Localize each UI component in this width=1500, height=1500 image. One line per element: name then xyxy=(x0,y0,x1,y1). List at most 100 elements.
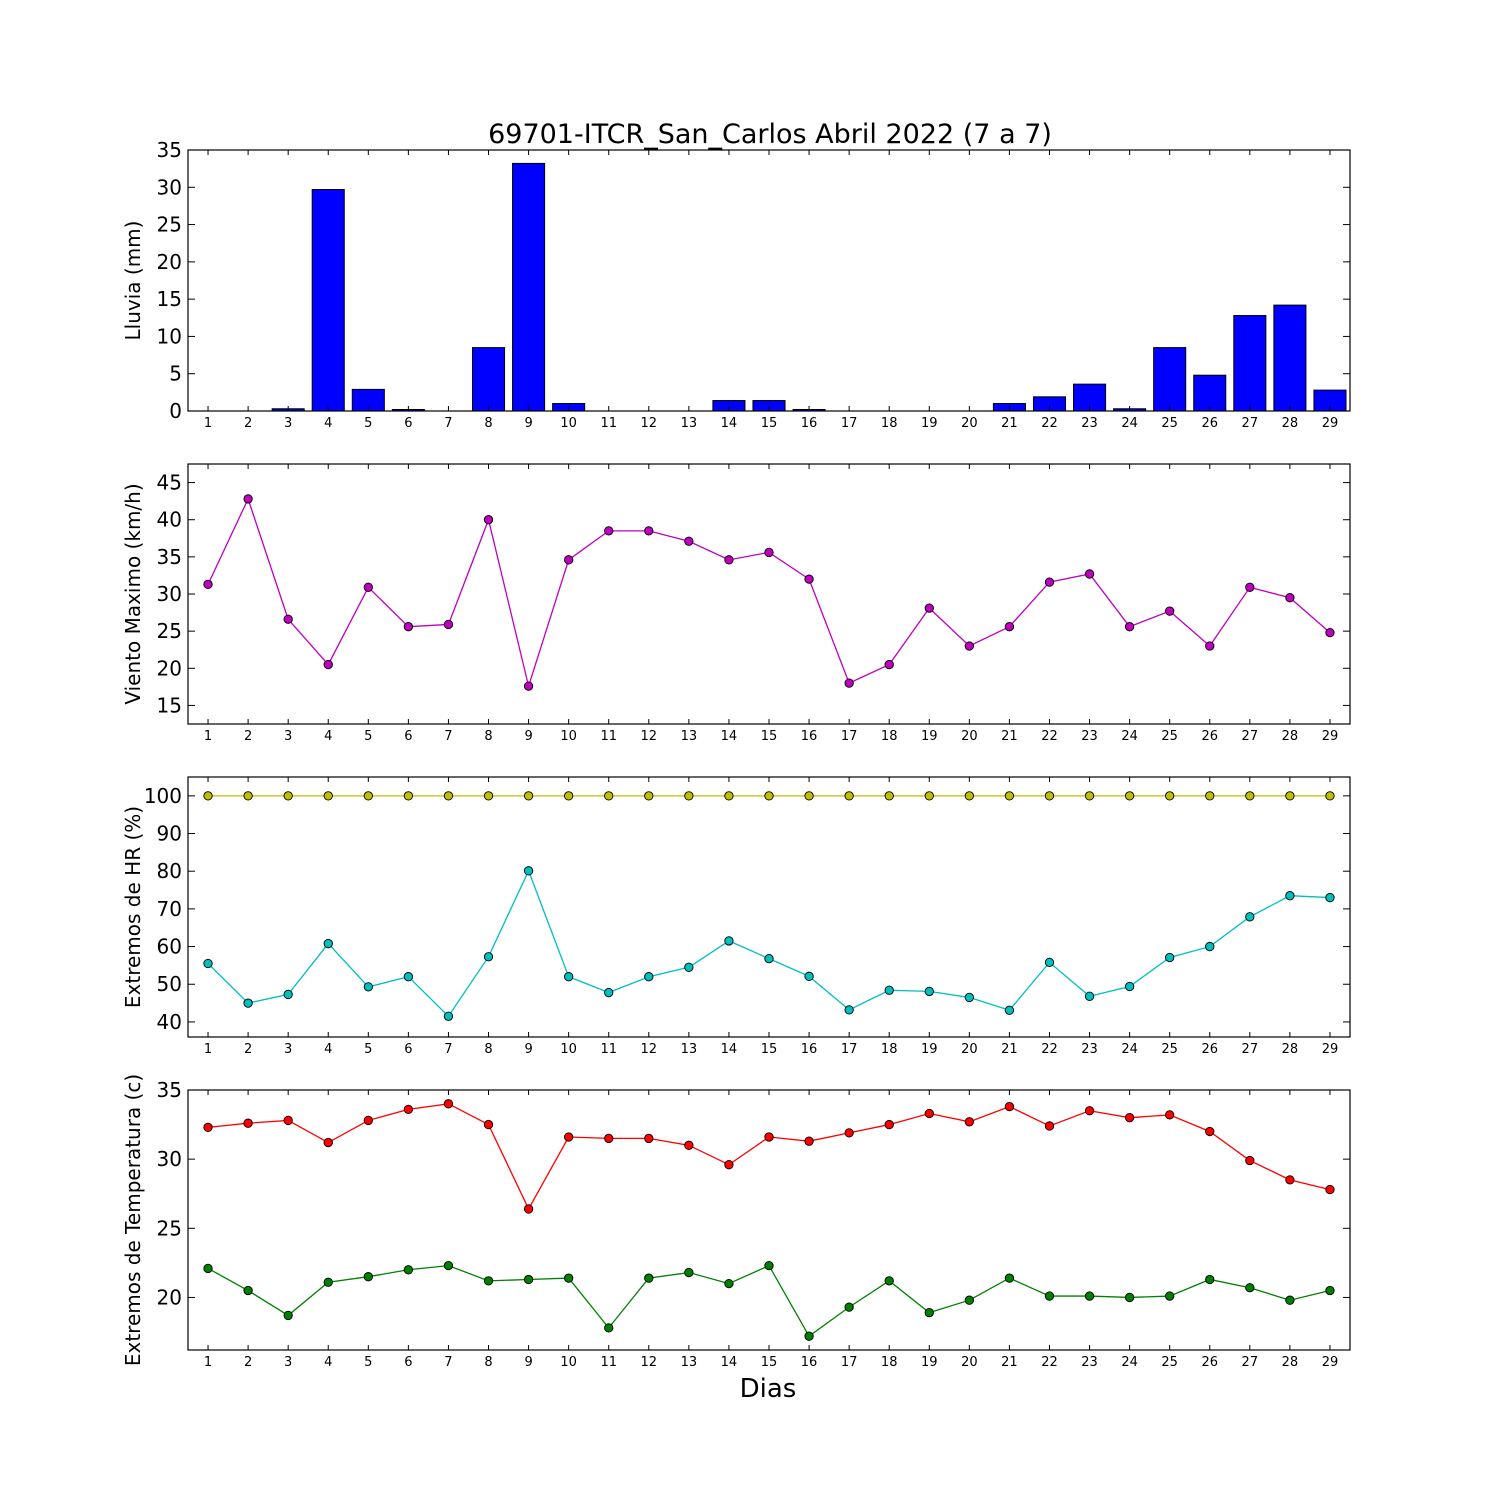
x-axis-label: Dias xyxy=(740,1374,797,1404)
series-1-point-day-4 xyxy=(323,659,333,670)
series-2-point-day-9 xyxy=(523,1274,534,1285)
x-tick-label: 29 xyxy=(1322,1355,1339,1370)
y-tick-label: 50 xyxy=(157,972,182,996)
series-2-point-day-14 xyxy=(724,1278,734,1289)
series-1-point-day-26 xyxy=(1205,1126,1215,1137)
series-2-point-day-22 xyxy=(1044,957,1055,968)
x-tick-label: 17 xyxy=(841,1042,858,1057)
series-1-point-day-19 xyxy=(924,1108,934,1119)
x-tick-label: 9 xyxy=(524,416,532,431)
x-tick-label: 15 xyxy=(761,729,778,744)
series-1-point-day-17 xyxy=(844,791,854,801)
series-1-point-day-2 xyxy=(243,1118,253,1128)
x-tick-label: 22 xyxy=(1041,1355,1058,1370)
x-tick-label: 5 xyxy=(364,1355,372,1370)
y-tick-label: 80 xyxy=(157,859,182,883)
x-tick-label: 9 xyxy=(524,1042,532,1057)
x-tick-label: 7 xyxy=(444,416,452,431)
y-tick-label: 20 xyxy=(157,250,182,274)
x-tick-label: 20 xyxy=(961,1042,978,1057)
series-2-point-day-7 xyxy=(443,1260,454,1271)
series-1-point-day-8 xyxy=(483,791,494,801)
x-tick-label: 19 xyxy=(921,729,938,744)
x-tick-label: 12 xyxy=(641,1042,658,1057)
y-tick-label: 40 xyxy=(157,508,182,532)
series-2-point-day-17 xyxy=(844,1302,854,1312)
x-tick-label: 4 xyxy=(324,1355,332,1370)
series-1-point-day-22 xyxy=(1044,577,1055,587)
series-2-point-day-13 xyxy=(684,962,694,972)
x-tick-label: 14 xyxy=(721,729,738,744)
series-1-point-day-4 xyxy=(323,791,333,801)
series-2-point-day-8 xyxy=(483,1276,494,1286)
bar-day-9 xyxy=(512,162,546,412)
x-tick-label: 17 xyxy=(841,729,858,744)
series-2-point-day-4 xyxy=(323,938,333,949)
x-tick-label: 8 xyxy=(484,1355,492,1370)
x-tick-label: 6 xyxy=(404,416,412,431)
series-2-point-day-18 xyxy=(884,985,894,995)
series-1-point-day-13 xyxy=(684,791,694,801)
x-tick-label: 24 xyxy=(1121,1042,1138,1057)
x-tick-label: 13 xyxy=(681,1042,698,1057)
x-tick-label: 27 xyxy=(1242,729,1259,744)
series-2-point-day-6 xyxy=(403,972,414,982)
series-1-point-day-17 xyxy=(844,1128,854,1138)
x-tick-label: 29 xyxy=(1322,1042,1339,1057)
series-2-point-day-4 xyxy=(323,1277,333,1287)
x-tick-label: 26 xyxy=(1201,416,1218,431)
series-2-point-day-11 xyxy=(604,987,614,998)
series-2-point-day-24 xyxy=(1124,981,1135,992)
x-tick-label: 3 xyxy=(284,1355,292,1370)
series-1-point-day-5 xyxy=(363,791,373,801)
x-tick-label: 8 xyxy=(484,729,492,744)
series-2-point-day-14 xyxy=(724,936,734,946)
x-tick-label: 19 xyxy=(921,1042,938,1057)
series-1-point-day-22 xyxy=(1044,1121,1055,1131)
x-tick-label: 22 xyxy=(1041,1042,1058,1057)
x-tick-label: 3 xyxy=(284,416,292,431)
series-2-point-day-11 xyxy=(604,1323,614,1333)
x-tick-label: 25 xyxy=(1161,1042,1178,1057)
x-tick-label: 20 xyxy=(961,1355,978,1370)
x-tick-label: 15 xyxy=(761,416,778,431)
x-tick-label: 10 xyxy=(560,729,577,744)
x-tick-label: 15 xyxy=(761,1042,778,1057)
bar-day-8 xyxy=(471,347,506,412)
y-tick-label: 30 xyxy=(157,175,182,199)
series-1-point-day-24 xyxy=(1124,1113,1135,1123)
series-1-point-day-27 xyxy=(1245,1155,1255,1166)
series-2-point-day-15 xyxy=(764,953,774,964)
y-tick-label: 40 xyxy=(157,1010,182,1034)
series-2-point-day-9 xyxy=(523,866,534,876)
series-1-point-day-12 xyxy=(644,1133,654,1144)
y-tick-label: 5 xyxy=(169,362,182,386)
x-tick-label: 11 xyxy=(600,1042,617,1057)
y-tick-label: 0 xyxy=(169,399,182,423)
series-2-point-day-15 xyxy=(764,1260,774,1271)
series-1-point-day-22 xyxy=(1044,791,1055,801)
series-1-point-day-8 xyxy=(483,1119,494,1130)
series-2-point-day-5 xyxy=(363,982,373,992)
series-2-point-day-19 xyxy=(924,986,934,997)
series-2-point-day-16 xyxy=(804,1331,814,1341)
series-1-point-day-10 xyxy=(564,1132,574,1142)
series-1-point-day-16 xyxy=(804,574,814,584)
x-tick-label: 29 xyxy=(1322,729,1339,744)
x-tick-label: 27 xyxy=(1242,1042,1259,1057)
x-tick-label: 21 xyxy=(1001,1355,1018,1370)
y-axis-label: Extremos de HR (%) xyxy=(121,806,145,1008)
x-tick-label: 17 xyxy=(841,416,858,431)
y-tick-label: 35 xyxy=(157,545,182,569)
series-2-point-day-8 xyxy=(483,952,494,962)
series-1-point-day-25 xyxy=(1165,791,1175,801)
series-1-point-day-11 xyxy=(604,1133,614,1144)
series-2-point-day-25 xyxy=(1165,952,1175,963)
y-tick-label: 25 xyxy=(157,619,182,643)
x-tick-label: 10 xyxy=(560,416,577,431)
y-tick-label: 60 xyxy=(157,935,182,959)
bar-day-26 xyxy=(1193,374,1227,412)
x-tick-label: 25 xyxy=(1161,416,1178,431)
